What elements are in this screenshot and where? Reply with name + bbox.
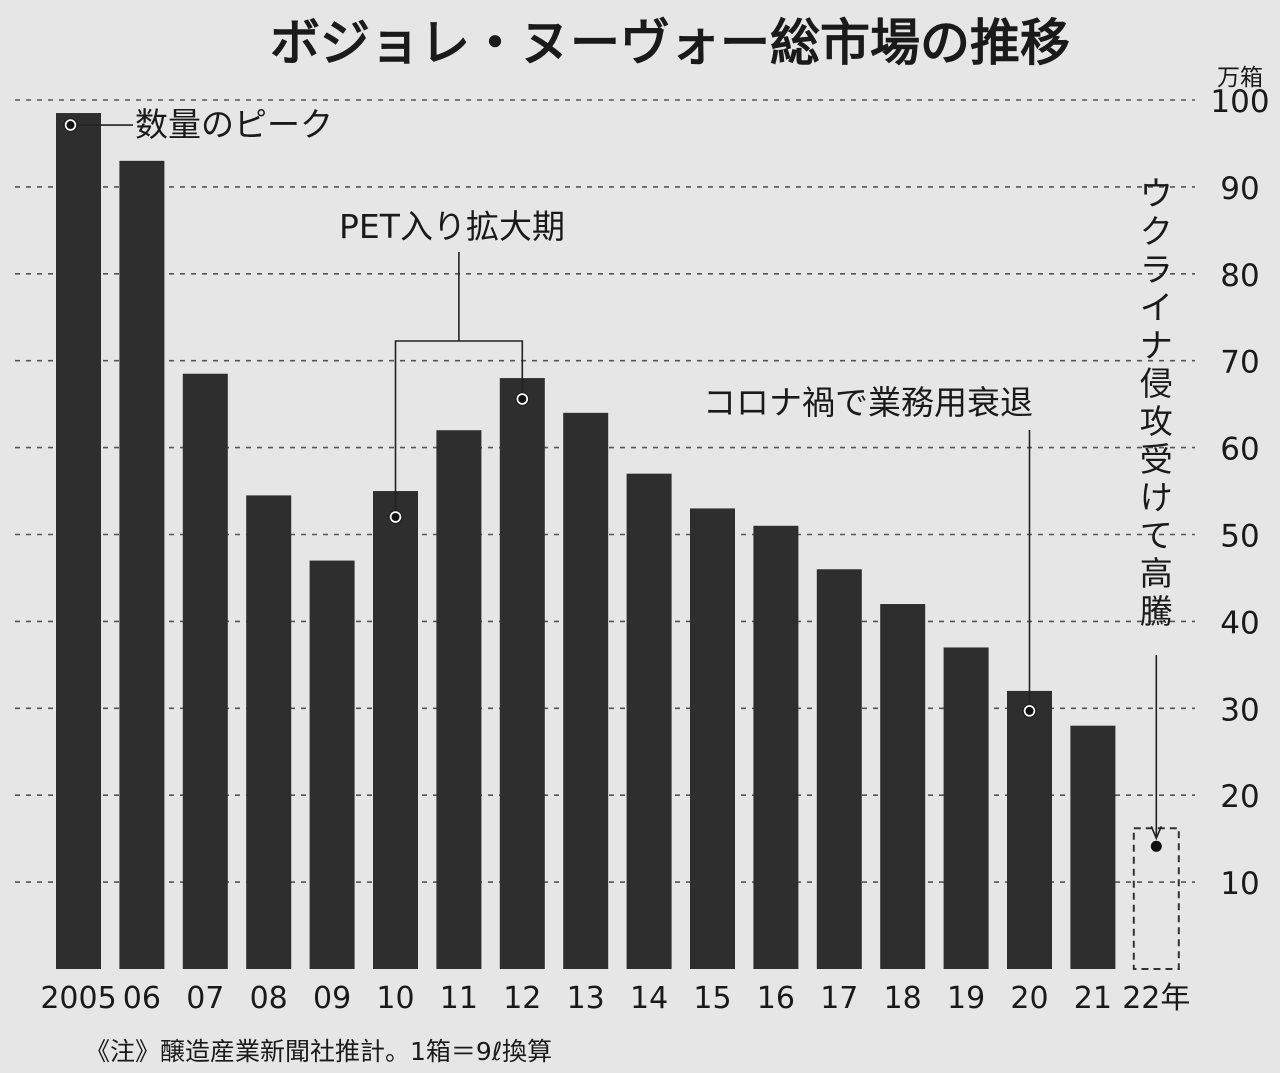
x-tick-label: 17: [820, 981, 858, 1016]
ukraine-label-char: 侵: [1140, 364, 1173, 403]
y-axis-unit: 万箱: [1217, 65, 1263, 91]
x-axis-labels: 2005 06 07 08 09 10 11 12 13 14 15 16 17 18 19 20 21 22年: [40, 981, 1190, 1016]
bar: [753, 525, 799, 969]
bar: [816, 569, 862, 969]
bar: [56, 113, 101, 969]
ukraine-label-char: ウ: [1140, 174, 1173, 213]
bar: [943, 647, 989, 969]
y-tick-label: 40: [1220, 605, 1259, 641]
pet-label: PET入り拡大期: [339, 207, 565, 246]
x-tick-label: 2005: [40, 981, 116, 1016]
ukraine-label-char: ラ: [1140, 250, 1173, 289]
y-tick-label: 20: [1220, 779, 1259, 815]
ukraine-label-char: ナ: [1140, 326, 1173, 365]
y-tick-label: 50: [1220, 519, 1259, 555]
x-tick-label: 20: [1010, 981, 1048, 1016]
x-tick-label: 06: [123, 981, 161, 1016]
y-tick-label: 90: [1220, 171, 1259, 207]
x-tick-label: 13: [567, 981, 605, 1016]
bar: [499, 378, 545, 970]
x-tick-label: 11: [440, 981, 478, 1016]
y-tick-label: 80: [1220, 258, 1259, 294]
source-note: 《注》醸造産業新聞社推計。1箱＝9ℓ換算: [85, 1037, 552, 1066]
x-tick-label: 07: [186, 981, 224, 1016]
ukraine-label-char: イ: [1140, 288, 1173, 327]
ukraine-label-char: 攻: [1140, 402, 1173, 441]
bar: [880, 604, 926, 969]
y-tick-label: 30: [1220, 692, 1259, 728]
ukraine-label-char: け: [1140, 478, 1173, 517]
ukraine-label-char: ク: [1140, 212, 1173, 251]
chart-title: ボジョレ・ヌーヴォー総市場の推移: [270, 14, 1070, 72]
bar: [182, 373, 228, 969]
bar: [373, 491, 418, 969]
x-tick-label: 15: [693, 981, 731, 1016]
marker-dot: [66, 121, 75, 130]
x-tick-label: 08: [250, 981, 288, 1016]
gridlines: [15, 99, 1195, 883]
x-tick-label: 22年: [1122, 981, 1190, 1016]
ukraine-label-char: て: [1140, 516, 1173, 555]
ukraine-label-char: 受: [1140, 440, 1173, 479]
x-tick-label: 19: [947, 981, 985, 1016]
bar: [1007, 690, 1052, 969]
bar: [690, 508, 735, 969]
bar: [563, 412, 609, 970]
y-tick-label: 60: [1220, 432, 1259, 468]
bar: [119, 160, 165, 969]
ukraine-label-char: 高: [1140, 554, 1173, 593]
marker-dot: [391, 513, 400, 521]
x-tick-label: 10: [376, 981, 414, 1016]
ukraine-arrowhead: [1150, 825, 1163, 841]
bar-point-marker: [1150, 840, 1162, 852]
y-tick-label: 70: [1220, 345, 1259, 381]
y-axis-ticks: 10 20 30 40 50 60 70 80 90 100: [1210, 84, 1269, 902]
x-tick-label: 12: [503, 981, 541, 1016]
bar: [1070, 725, 1116, 969]
x-tick-label: 09: [313, 981, 351, 1016]
corona-label: コロナ禍で業務用衰退: [703, 383, 1033, 422]
x-tick-label: 14: [630, 981, 668, 1016]
bar-projected: [1132, 827, 1180, 970]
bar: [309, 560, 355, 969]
bar: [246, 495, 292, 969]
y-tick-label: 100: [1210, 84, 1269, 120]
ukraine-label-char: 騰: [1140, 592, 1173, 631]
peak-label: 数量のピーク: [135, 105, 333, 144]
x-tick-label: 16: [757, 981, 795, 1016]
marker-dot: [518, 395, 527, 403]
bar: [626, 473, 672, 969]
bar-series: [56, 113, 1180, 970]
x-tick-label: 21: [1074, 981, 1112, 1016]
bar: [436, 430, 482, 970]
x-tick-label: 18: [884, 981, 922, 1016]
y-tick-label: 10: [1220, 866, 1259, 902]
marker-dot: [1025, 706, 1034, 715]
